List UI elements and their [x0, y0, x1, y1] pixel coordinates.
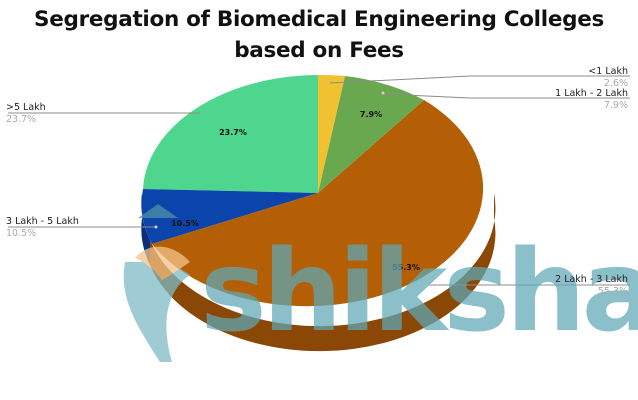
slice-gt5-lakh[interactable]	[143, 75, 318, 193]
inner-label-gt5-lakh: 23.7%	[219, 128, 247, 137]
chart-title: Segregation of Biomedical Engineering Co…	[0, 4, 638, 66]
chart-title-line2: based on Fees	[234, 38, 404, 63]
label-gt5-lakh: >5 Lakh 23.7%	[6, 102, 46, 125]
label-1-2-lakh: 1 Lakh - 2 Lakh 7.9%	[555, 88, 628, 111]
pie-depth	[141, 193, 496, 352]
label-2-3-lakh: 2 Lakh - 3 Lakh 55.3%	[555, 274, 628, 297]
watermark-text: shiksha	[200, 227, 638, 357]
slice-3-5-lakh[interactable]	[141, 189, 318, 244]
shiksha-logo-icon	[123, 204, 190, 362]
inner-label-1-2-lakh: 7.9%	[360, 110, 382, 119]
slice-1-2-lakh[interactable]	[318, 76, 424, 193]
inner-label-2-3-lakh: 55.3%	[392, 263, 420, 272]
pie-slices	[141, 74, 484, 307]
label-3-5-lakh: 3 Lakh - 5 Lakh 10.5%	[6, 216, 79, 239]
leader-lines	[8, 75, 630, 286]
inner-label-3-5-lakh: 10.5%	[171, 219, 199, 228]
slice-lt1-lakh[interactable]	[318, 74, 345, 193]
label-lt1-lakh: <1 Lakh 2.6%	[588, 66, 628, 89]
chart-title-line1: Segregation of Biomedical Engineering Co…	[34, 7, 604, 32]
slice-2-3-lakh[interactable]	[152, 100, 484, 307]
